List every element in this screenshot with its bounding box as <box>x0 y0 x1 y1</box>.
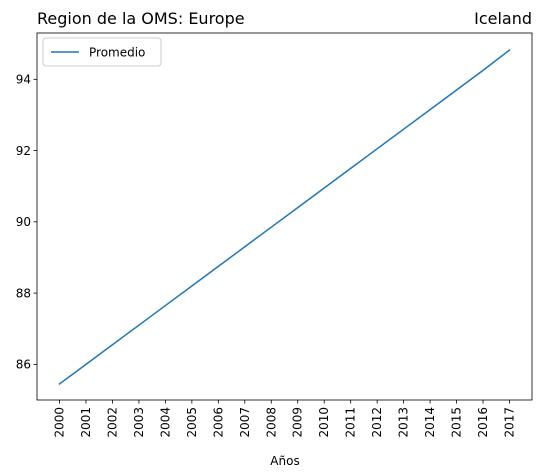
x-tick-label: 2010 <box>317 407 331 438</box>
y-tick-label: 88 <box>16 286 31 300</box>
x-tick-label: 2007 <box>238 407 252 438</box>
x-tick-label: 2008 <box>264 407 278 438</box>
plot-area: 2000 2001 2002 2003 2004 2005 2006 2007 2008 2009… <box>16 32 533 438</box>
x-tick-label: 2016 <box>476 407 490 438</box>
legend-box <box>42 37 162 67</box>
chart-title: Region de la OMS: Europe <box>37 9 245 28</box>
y-tick-label: 92 <box>16 144 31 158</box>
y-tick-label: 90 <box>16 215 31 229</box>
x-tick-label: 2011 <box>344 407 358 438</box>
x-tick-label: 2003 <box>132 407 146 438</box>
axes-frame <box>36 32 533 401</box>
series-line-0 <box>58 49 511 386</box>
x-tick-label: 2000 <box>53 407 67 438</box>
x-tick-label: 2001 <box>79 407 93 438</box>
x-axis-label: Años <box>270 454 299 468</box>
x-tick-label: 2006 <box>211 407 225 438</box>
x-tick-label: 2002 <box>105 407 119 438</box>
legend-label-promedio: Promedio <box>89 46 145 60</box>
x-tick-label: 2017 <box>503 407 517 438</box>
x-tick-label: 2012 <box>370 407 384 438</box>
x-tick-label: 2004 <box>158 407 172 438</box>
legend: Promedio <box>42 37 162 67</box>
x-tick-label: 2015 <box>450 407 464 438</box>
x-tick-label: 2009 <box>291 407 305 438</box>
x-tick-label: 2014 <box>423 407 437 438</box>
y-tick-label: 94 <box>16 73 31 87</box>
x-tick-label: 2005 <box>185 407 199 438</box>
chart-country-label: Iceland <box>474 9 532 28</box>
x-tick-label: 2013 <box>397 407 411 438</box>
y-tick-label: 86 <box>16 358 31 372</box>
